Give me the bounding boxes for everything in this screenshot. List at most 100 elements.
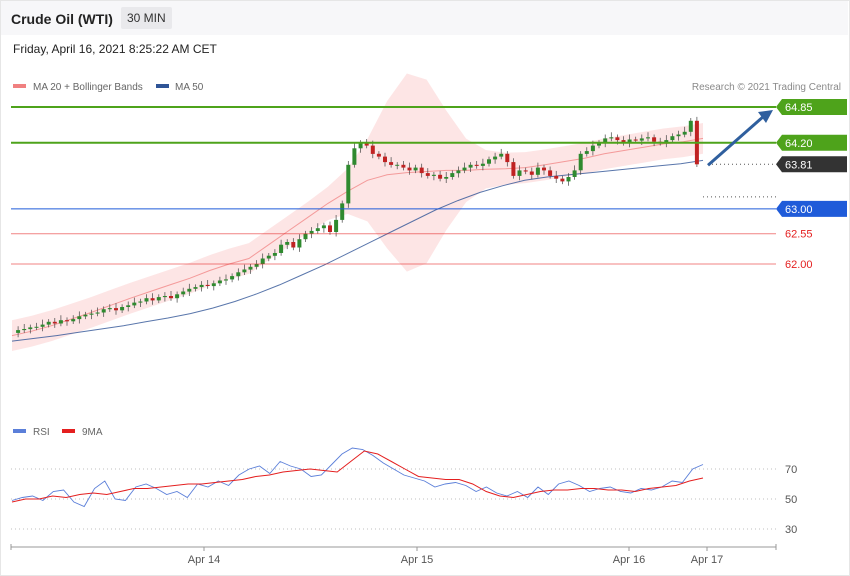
candle-body xyxy=(309,230,314,234)
candle-body xyxy=(676,134,681,137)
candle-body xyxy=(199,284,204,288)
candle-body xyxy=(578,153,583,171)
candle-body xyxy=(505,153,510,163)
candle-body xyxy=(554,175,559,179)
candle-body xyxy=(358,142,363,149)
candle-body xyxy=(682,131,687,135)
candle-body xyxy=(462,167,467,171)
rsi-tick-30: 30 xyxy=(785,524,797,536)
rsi-tick-50: 50 xyxy=(785,494,797,506)
candle-body xyxy=(370,145,375,154)
candle-body xyxy=(230,276,235,280)
candle-body xyxy=(425,173,430,176)
candle-body xyxy=(646,137,650,139)
price-panel xyxy=(11,73,704,351)
candle-body xyxy=(101,309,106,313)
candle-body xyxy=(58,320,63,324)
candle-body xyxy=(407,167,412,171)
ma20-line xyxy=(11,137,704,337)
legend-swatch-ma50 xyxy=(156,84,169,88)
candle-body xyxy=(52,321,57,324)
candle-body xyxy=(175,294,180,299)
candle-body xyxy=(529,171,534,175)
candle-body xyxy=(419,167,424,174)
candle-body xyxy=(688,120,693,132)
candle-body xyxy=(627,139,632,143)
level-label-64.20: 64.20 xyxy=(785,138,813,150)
level-label-64.85: 64.85 xyxy=(785,102,813,114)
candle-body xyxy=(211,283,216,287)
candle-body xyxy=(28,327,33,330)
rsi-panel: 70 50 30 xyxy=(11,447,797,536)
candle-body xyxy=(535,167,540,175)
candle-body xyxy=(236,272,241,277)
candle-body xyxy=(431,174,436,176)
candle-body xyxy=(523,170,528,172)
candle-body xyxy=(254,264,259,267)
candle-body xyxy=(572,170,577,177)
candle-body xyxy=(376,153,381,157)
candle-body xyxy=(609,137,614,139)
timeframe-badge[interactable]: 30 MIN xyxy=(121,7,172,29)
level-tag-64.20 xyxy=(776,134,847,151)
candle-body xyxy=(95,312,100,314)
candle-body xyxy=(205,284,210,286)
candle-body xyxy=(77,316,82,320)
legend-swatch-9ma xyxy=(62,429,75,433)
candle-body xyxy=(548,170,553,176)
candle-body xyxy=(438,174,443,179)
candle-body xyxy=(114,308,118,311)
ma50-line xyxy=(11,159,704,342)
time-tick-label: Apr 17 xyxy=(691,554,723,566)
candle-body xyxy=(303,233,308,240)
candle-body xyxy=(187,288,192,292)
candle-body xyxy=(670,136,675,141)
candle-body xyxy=(664,140,669,143)
forecast-arrow-shaft xyxy=(707,114,765,167)
level-tag-64.85 xyxy=(776,99,847,115)
candle-body xyxy=(603,138,608,143)
candle-body xyxy=(493,156,498,160)
candle-body xyxy=(315,228,320,231)
forecast-arrow-head xyxy=(758,110,773,123)
rsi-tick-70: 70 xyxy=(785,464,797,476)
candle-body xyxy=(132,302,137,306)
time-tick-label: Apr 15 xyxy=(401,554,433,566)
candle-body xyxy=(266,255,271,259)
time-tick-label: Apr 14 xyxy=(188,554,220,566)
time-axis: Apr 14 Apr 15 Apr 16 Apr 17 xyxy=(10,544,777,566)
candle-body xyxy=(560,178,565,182)
candle-body xyxy=(150,298,155,301)
candle-body xyxy=(542,167,546,171)
candle-body xyxy=(260,258,265,264)
candle-body xyxy=(584,151,589,154)
candle-body xyxy=(487,159,491,164)
candle-body xyxy=(22,329,27,331)
candle-body xyxy=(383,156,387,163)
candle-body xyxy=(389,162,394,165)
candle-body xyxy=(328,225,332,232)
candle-body xyxy=(444,177,449,179)
candle-body xyxy=(340,203,345,220)
level-tag-63.00 xyxy=(776,200,847,217)
candle-body xyxy=(597,142,601,146)
level-tag-63.81 xyxy=(776,156,847,173)
candle-body xyxy=(40,324,45,327)
time-tick-label: Apr 16 xyxy=(613,554,645,566)
chart-datetime: Friday, April 16, 2021 8:25:22 AM CET xyxy=(13,42,217,56)
candle-body xyxy=(395,164,400,166)
instrument-title: Crude Oil (WTI) xyxy=(11,11,113,27)
candle-body xyxy=(652,137,657,142)
bollinger-band xyxy=(12,73,703,351)
candle-body xyxy=(291,242,296,248)
candle-body xyxy=(272,253,277,256)
candle-body xyxy=(517,170,522,176)
candle-body xyxy=(633,139,638,141)
candle-body xyxy=(34,326,39,328)
candle-body xyxy=(248,266,253,270)
level-label-62.00: 62.00 xyxy=(785,259,813,271)
rsi-9ma-line xyxy=(11,450,704,503)
candle-body xyxy=(566,177,571,182)
legend-9ma-label: 9MA xyxy=(82,427,103,438)
legend-swatch-ma20 xyxy=(13,84,26,88)
